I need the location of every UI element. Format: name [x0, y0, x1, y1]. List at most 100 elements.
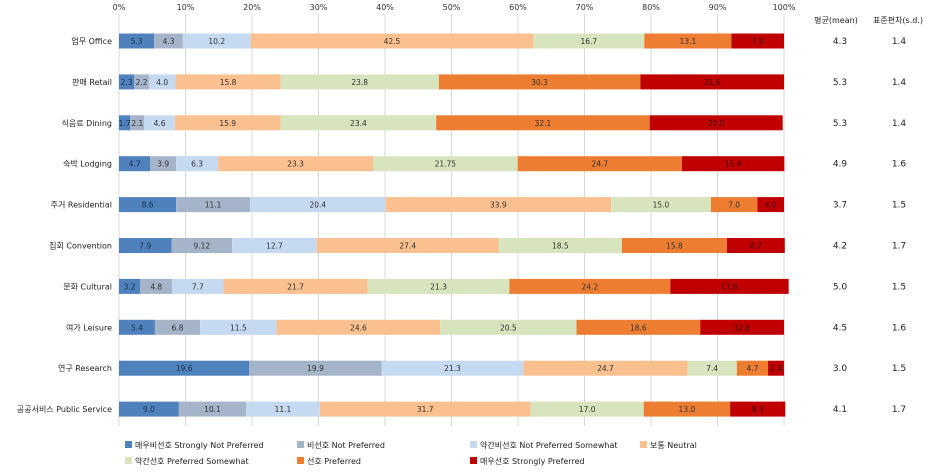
category-label: 집회 Convention: [49, 241, 112, 251]
legend-swatch: [125, 441, 132, 448]
category-label: 여가 Leisure: [66, 322, 112, 332]
mean-value: 4.9: [833, 160, 848, 170]
x-tick-label: 0%: [113, 3, 126, 12]
data-label: 10.1: [204, 405, 221, 414]
legend-swatch: [297, 457, 304, 464]
mean-value: 4.2: [833, 242, 847, 252]
x-tick-label: 40%: [376, 3, 394, 12]
bar-segment: [316, 238, 499, 253]
data-label: 4.7: [746, 364, 758, 373]
bar-segment: [373, 156, 518, 172]
category-label: 주거 Residential: [51, 201, 112, 210]
data-label: 24.2: [581, 282, 598, 291]
data-label: 9.12: [194, 242, 211, 251]
bar-segment: [736, 360, 769, 376]
mean-value: 5.3: [833, 119, 847, 129]
bar-segment: [140, 278, 173, 294]
bar-segment: [687, 360, 737, 376]
category-label: 문화 Cultural: [63, 282, 112, 291]
sd-value: 1.5: [892, 201, 906, 211]
category-label: 판매 Retail: [72, 78, 112, 87]
bar-segment: [119, 278, 141, 294]
bar-segment: [440, 319, 577, 335]
bar-segment: [119, 197, 177, 213]
mean-value: 5.3: [833, 78, 847, 88]
data-label: 23.3: [287, 160, 304, 169]
category-label: 연구 Research: [58, 364, 112, 373]
data-label: 21.75: [435, 160, 457, 169]
bar-segment: [381, 360, 524, 376]
bar-segment: [498, 238, 622, 253]
data-label: 18.5: [552, 242, 569, 251]
bar-segment: [280, 115, 437, 131]
legend-swatch: [640, 441, 647, 448]
sd-value: 1.7: [892, 242, 906, 252]
data-label: 5.4: [131, 323, 143, 332]
legend-label: 매우선호 Strongly Preferred: [480, 457, 585, 466]
data-label: 4.6: [154, 119, 166, 128]
bar-segment: [319, 401, 531, 417]
x-tick-label: 80%: [642, 3, 660, 12]
data-label: 42.5: [384, 37, 401, 46]
data-label: 18.6: [630, 323, 647, 332]
bar-segment: [710, 197, 758, 213]
data-label: 21.6: [704, 78, 721, 87]
data-label: 7.9: [752, 37, 764, 46]
data-label: 11.1: [275, 405, 292, 414]
data-label: 2.2: [136, 78, 148, 87]
bar-segment: [643, 401, 731, 417]
bar-segment: [144, 115, 175, 131]
bar-segment: [246, 401, 320, 417]
sd-value: 1.7: [892, 405, 906, 415]
bar-segment: [150, 156, 177, 172]
data-label: 24.7: [597, 364, 614, 373]
bar-segment: [611, 197, 711, 213]
data-label: 7.0: [728, 201, 740, 210]
x-tick-label: 100%: [773, 3, 796, 12]
bar-segment: [530, 401, 644, 417]
bar-segment: [276, 319, 441, 335]
data-label: 27.4: [399, 242, 416, 251]
bar-segment: [280, 74, 439, 90]
bar-segment: [681, 156, 785, 172]
bar-segment: [640, 74, 784, 90]
bar-segment: [154, 319, 201, 335]
legend-label: 약간비선호 Not Preferred Somewhat: [480, 440, 618, 450]
bar-segment: [178, 401, 247, 417]
mean-value: 3.0: [833, 364, 848, 374]
sd-header: 표준편차(s.d.): [873, 15, 923, 25]
bar-segment: [148, 74, 176, 90]
bar-segment: [119, 401, 179, 417]
mean-value: 5.0: [833, 282, 848, 292]
legend-label: 약간선호 Preferred Somewhat: [135, 456, 249, 466]
legend-swatch: [470, 441, 477, 448]
data-label: 16.7: [580, 37, 597, 46]
data-label: 15.9: [219, 119, 236, 128]
data-label: 3.2: [124, 282, 136, 291]
legend-swatch: [470, 457, 477, 464]
data-label: 20.4: [309, 201, 326, 210]
data-label: 7.7: [192, 282, 204, 291]
mean-value: 4.3: [833, 37, 847, 47]
bar-segment: [130, 115, 145, 131]
bar-segment: [730, 401, 786, 417]
data-label: 13.1: [680, 37, 697, 46]
x-tick-label: 10%: [177, 3, 195, 12]
x-tick-label: 90%: [709, 3, 727, 12]
data-label: 17.0: [579, 405, 596, 414]
bar-segment: [757, 197, 784, 213]
data-label: 23.4: [350, 119, 367, 128]
data-label: 24.7: [591, 160, 608, 169]
bar-segment: [182, 33, 251, 49]
bar-segment: [119, 74, 135, 90]
data-label: 4.8: [150, 282, 162, 291]
bar-segment: [726, 238, 785, 253]
bar-segment: [175, 74, 281, 90]
bar-segment: [768, 360, 784, 376]
data-label: 6.8: [172, 323, 184, 332]
legend-swatch: [125, 457, 132, 464]
data-label: 2.3: [121, 78, 133, 87]
legend-swatch: [297, 441, 304, 448]
bar-segment: [367, 278, 510, 294]
data-label: 21.7: [287, 282, 304, 291]
